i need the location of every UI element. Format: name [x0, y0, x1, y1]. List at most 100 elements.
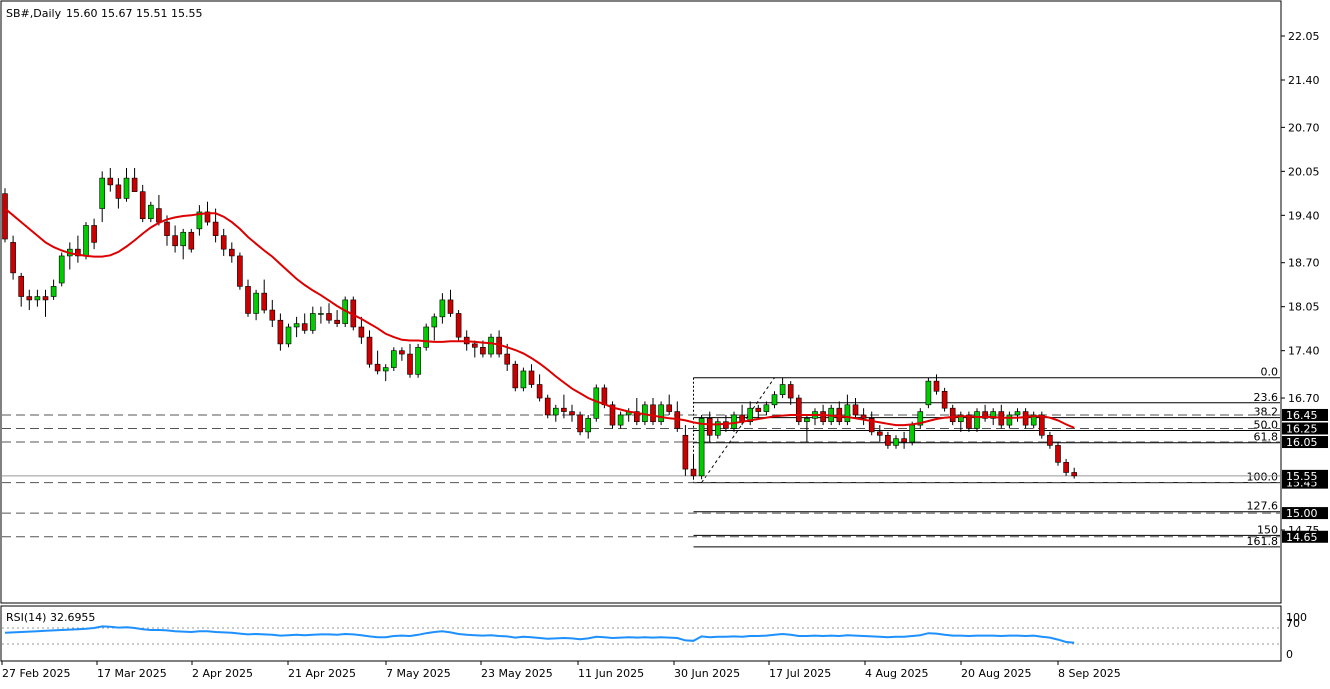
candle-body	[966, 414, 972, 429]
time-tick-label: 8 Sep 2025	[1058, 667, 1121, 680]
candle-body	[334, 319, 340, 324]
candle-body	[885, 434, 891, 446]
candle-body	[909, 424, 916, 443]
fib-label-4: 61.8	[1254, 431, 1279, 444]
candle-body	[714, 421, 721, 436]
candle-body	[34, 296, 41, 301]
candle-body	[836, 407, 843, 423]
candle-body	[593, 387, 600, 419]
fib-label-0: 0.0	[1261, 366, 1279, 379]
candle-body	[488, 336, 494, 355]
price-tick-label: 20.70	[1288, 121, 1320, 134]
level-tag-0-text: 16.45	[1286, 409, 1318, 422]
time-tick-label: 17 Jul 2025	[769, 667, 831, 680]
price-tick-label: 21.40	[1288, 74, 1320, 87]
candle-body	[220, 235, 227, 250]
rsi-plot-frame	[0, 605, 1282, 662]
price-tick-label: 19.40	[1288, 209, 1320, 222]
candle-body	[399, 350, 405, 355]
candle-body	[423, 326, 430, 348]
candle-body	[204, 211, 211, 223]
candle-body	[941, 390, 948, 409]
fib-label-1: 23.6	[1254, 391, 1279, 404]
candle-body	[293, 323, 300, 328]
candle-body	[658, 404, 664, 423]
candle-body	[933, 380, 940, 392]
candle-body	[277, 319, 284, 345]
moving-average	[4, 207, 1075, 429]
candle-body	[83, 225, 89, 257]
time-tick-label: 30 Jun 2025	[674, 667, 740, 680]
candle-body	[698, 418, 705, 477]
price-tick-label: 16.70	[1288, 392, 1320, 405]
time-tick-label: 7 May 2025	[386, 667, 451, 680]
candle-body	[901, 438, 907, 443]
time-tick-label: 21 Apr 2025	[288, 667, 356, 680]
candle-body	[164, 221, 170, 236]
candle-body	[779, 384, 786, 395]
candle-body	[982, 411, 988, 419]
candle-body	[552, 407, 559, 416]
candle-body	[415, 346, 421, 375]
candle-body	[26, 296, 33, 301]
candle-body	[196, 211, 203, 230]
rsi-label: RSI(14) 32.6955	[6, 611, 95, 624]
level-tag-1-bg	[1282, 422, 1328, 435]
candle-body	[480, 346, 486, 355]
candle-body	[852, 404, 859, 416]
current-price-tag-text: 15.55	[1286, 470, 1318, 483]
candle-body	[795, 397, 802, 423]
time-tick-label: 2 Apr 2025	[192, 667, 253, 680]
candle-body	[512, 363, 519, 389]
candle-body	[1063, 462, 1069, 473]
candle-body	[455, 313, 462, 338]
time-tick-label: 4 Aug 2025	[865, 667, 928, 680]
level-tag-2-bg	[1282, 436, 1328, 449]
candle-body	[868, 418, 875, 433]
candle-body	[747, 407, 754, 423]
candle-body	[148, 204, 154, 220]
candle-body	[326, 313, 332, 321]
price-tick-label: 18.05	[1288, 301, 1320, 314]
candle-body	[949, 407, 956, 423]
candle-body	[617, 414, 624, 426]
time-tick-label: 23 May 2025	[481, 667, 553, 680]
candle-body	[990, 411, 997, 419]
candle-body	[787, 384, 794, 399]
candle-body	[309, 313, 316, 331]
candle-body	[18, 275, 25, 297]
candle-body	[820, 411, 826, 423]
candle-body	[1030, 414, 1037, 426]
price-axis: 22.05 21.40 20.70 20.05 19.40 18.70 18.05 17.40…	[1281, 30, 1328, 544]
candle-body	[358, 326, 365, 338]
candle-body	[10, 242, 16, 274]
price-tick-label: 20.05	[1288, 165, 1320, 178]
candle-body	[957, 414, 964, 423]
candle-body	[123, 177, 130, 199]
candle-body	[2, 193, 8, 240]
candle-body	[1055, 445, 1061, 463]
candle-body	[609, 404, 616, 426]
candle-body	[755, 407, 762, 412]
candle-body	[893, 438, 899, 446]
price-tick-label: 18.70	[1288, 257, 1320, 270]
rsi-indicator	[2, 625, 1280, 645]
candle-body	[180, 231, 186, 247]
candle-body	[1039, 414, 1045, 436]
candle-body	[75, 248, 81, 257]
candle-body	[99, 177, 105, 209]
rsi-level-100: 100	[1286, 611, 1307, 624]
candle-body	[731, 414, 737, 429]
rsi-line	[4, 625, 1075, 644]
candle-body	[690, 468, 697, 477]
candle-body	[917, 411, 924, 426]
candle-body	[212, 221, 219, 236]
candle-body	[561, 407, 567, 412]
candle-body	[601, 387, 608, 406]
candle-body	[1047, 434, 1053, 446]
candle-body	[633, 411, 640, 423]
candle-body	[771, 394, 778, 406]
candle-body	[1071, 472, 1077, 477]
price-tick-label: 22.05	[1288, 30, 1320, 43]
